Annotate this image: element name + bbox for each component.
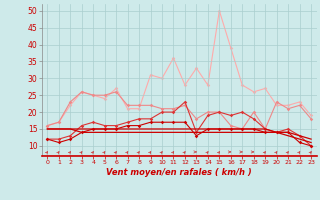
X-axis label: Vent moyen/en rafales ( km/h ): Vent moyen/en rafales ( km/h ) (106, 168, 252, 177)
